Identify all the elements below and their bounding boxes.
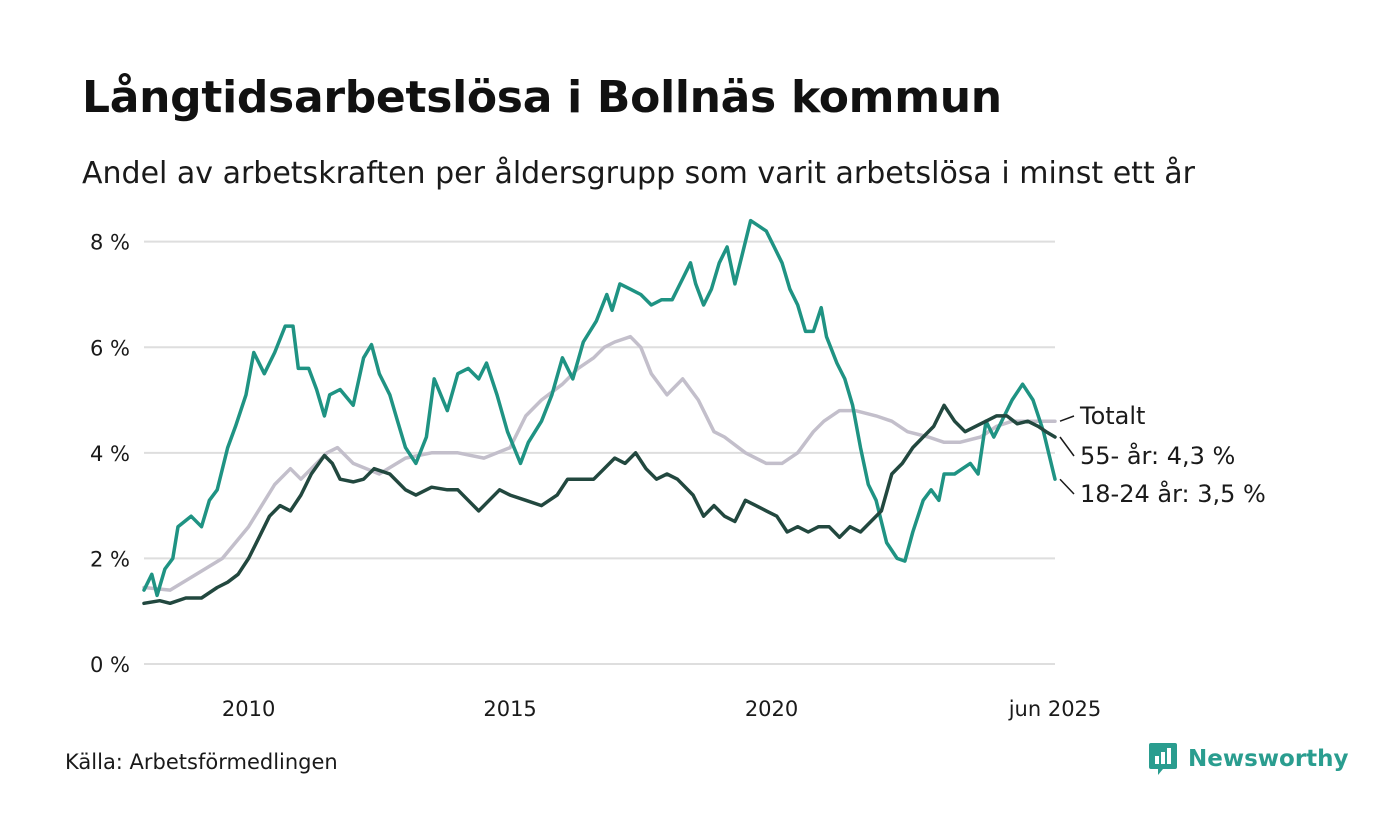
series-label-youth: 18-24 år: 3,5 % bbox=[1080, 479, 1266, 508]
series-line-total bbox=[142, 334, 1057, 592]
x-axis-labels: 2010 2015 2020 jun 2025 bbox=[222, 697, 1101, 721]
series-label-total: Totalt bbox=[1079, 402, 1145, 430]
series-labels: Totalt 18-24 år: 3,5 % 55- år: 4,3 % bbox=[1059, 402, 1266, 508]
x-tick-label: 2020 bbox=[745, 697, 798, 721]
brand-logo: Newsworthy bbox=[1148, 742, 1349, 776]
chart-title: Långtidsarbetslösa i Bollnäs kommun bbox=[82, 72, 1002, 123]
series-line-youth bbox=[142, 218, 1057, 598]
x-tick-label: 2010 bbox=[222, 697, 275, 721]
y-tick-label: 2 % bbox=[90, 547, 130, 571]
source-note: Källa: Arbetsförmedlingen bbox=[65, 750, 338, 774]
series-label-leader bbox=[1059, 436, 1075, 457]
series-lines bbox=[142, 218, 1057, 606]
series-label-leader bbox=[1059, 415, 1075, 422]
y-tick-label: 6 % bbox=[90, 336, 130, 360]
series-line-senior bbox=[142, 403, 1057, 606]
line-chart: 0 % 2 % 4 % 6 % 8 % 2010 2015 2020 jun 2025 Tot… bbox=[90, 218, 1266, 721]
x-tick-label: 2015 bbox=[483, 697, 536, 721]
brand-name: Newsworthy bbox=[1188, 746, 1349, 772]
series-label-leader bbox=[1059, 478, 1075, 495]
y-axis-labels: 0 % 2 % 4 % 6 % 8 % bbox=[90, 231, 130, 677]
newsworthy-logo-icon bbox=[1149, 743, 1177, 775]
grid-lines bbox=[144, 240, 1055, 665]
chart-subtitle: Andel av arbetskraften per åldersgrupp s… bbox=[82, 156, 1195, 191]
y-tick-label: 8 % bbox=[90, 231, 130, 255]
y-tick-label: 4 % bbox=[90, 442, 130, 466]
y-tick-label: 0 % bbox=[90, 653, 130, 677]
series-label-senior: 55- år: 4,3 % bbox=[1080, 441, 1235, 470]
x-tick-label: jun 2025 bbox=[1008, 697, 1102, 721]
